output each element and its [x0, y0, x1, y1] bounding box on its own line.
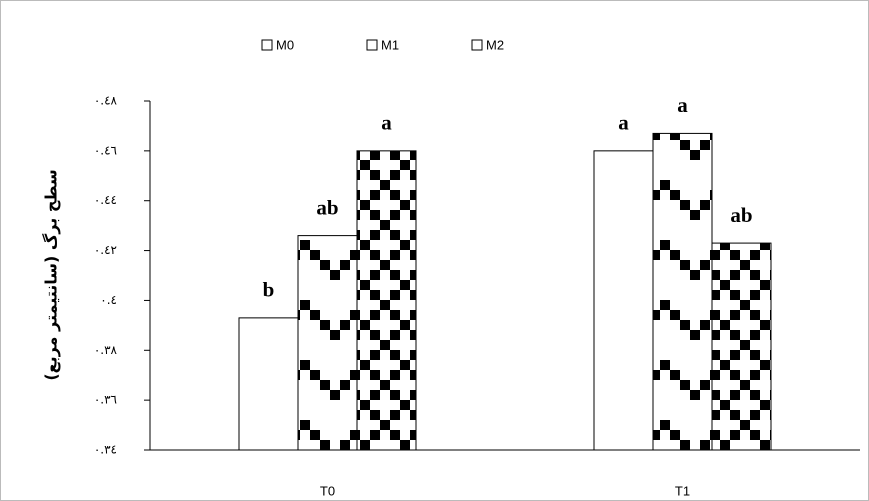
bar — [356, 150, 417, 451]
bar-letter: b — [263, 278, 275, 302]
y-tick-label: ٠.٤٢ — [94, 243, 117, 257]
y-tick-label: ٠.٤ — [100, 293, 117, 307]
x-tick-label: T1 — [675, 483, 690, 498]
bar-letter: a — [677, 93, 688, 117]
legend-label: M2 — [486, 37, 504, 52]
bar — [593, 150, 654, 451]
y-tick-label: ٠.٤٤ — [94, 193, 117, 207]
legend-swatch — [261, 39, 273, 51]
bar — [652, 132, 713, 451]
y-tick-label: ٠.٣٤ — [94, 443, 117, 457]
legend-label: M1 — [381, 37, 399, 52]
legend-swatch — [471, 39, 483, 51]
y-tick-label: ٠.٤٨ — [94, 94, 118, 108]
bar — [297, 235, 358, 451]
legend-swatch — [366, 39, 378, 51]
y-axis-label: سطح برگ (سانتیمتر مربع) — [42, 169, 61, 380]
y-tick-label: ٠.٣٨ — [94, 343, 118, 357]
y-tick-label: ٠.٣٦ — [94, 393, 117, 407]
bar-letter: a — [618, 111, 629, 135]
bar-letter: ab — [730, 203, 752, 227]
bar — [711, 242, 772, 451]
bar — [238, 317, 299, 451]
bar-letter: ab — [316, 195, 338, 219]
bar-letter: a — [381, 111, 392, 135]
x-tick-label: T0 — [320, 483, 335, 498]
legend-label: M0 — [276, 37, 294, 52]
y-tick-label: ٠.٤٦ — [94, 143, 117, 157]
